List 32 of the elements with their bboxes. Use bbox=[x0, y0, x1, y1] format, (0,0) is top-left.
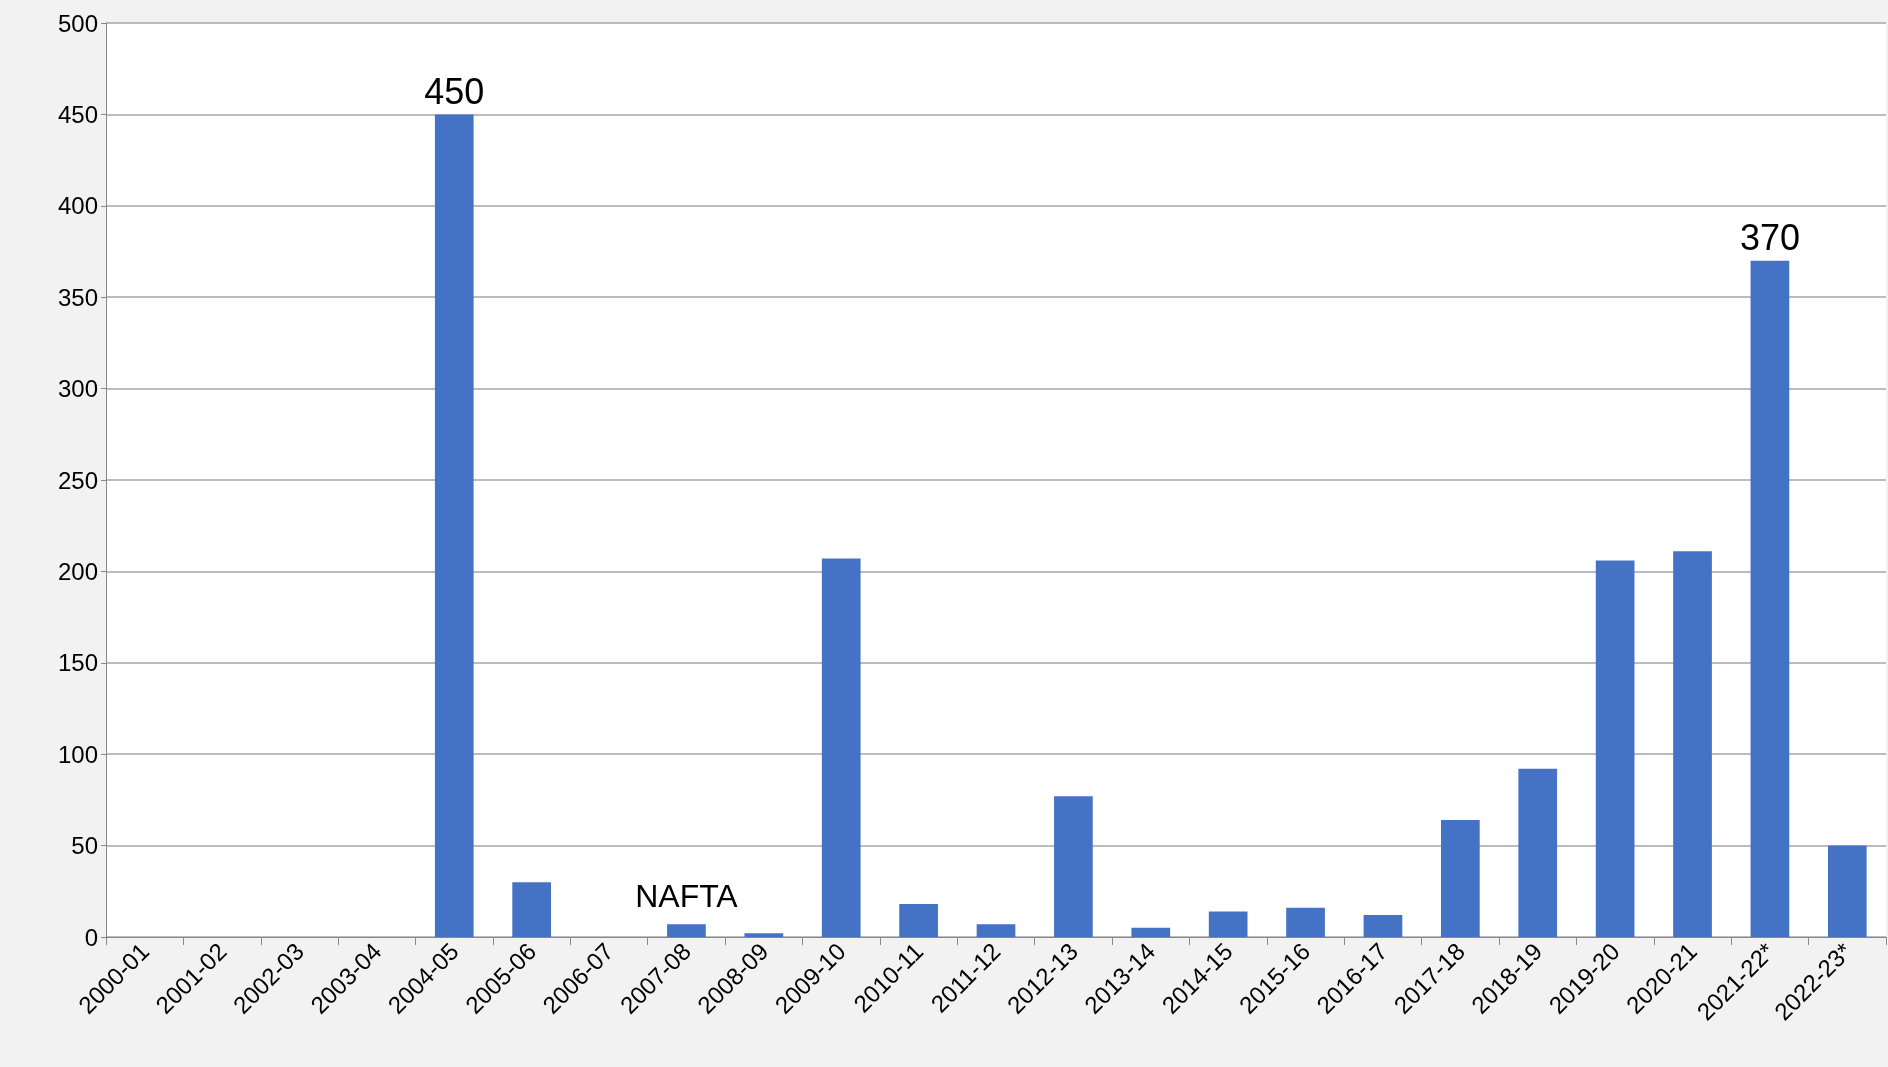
bar bbox=[512, 882, 551, 937]
y-tick-label: 300 bbox=[57, 375, 98, 403]
bar bbox=[1595, 560, 1635, 937]
annotation: NAFTA bbox=[635, 878, 739, 915]
bar bbox=[1673, 551, 1712, 937]
y-tick-label: 250 bbox=[57, 466, 98, 494]
bar bbox=[976, 924, 1016, 937]
y-tick-label: 150 bbox=[57, 649, 98, 677]
bar bbox=[1827, 845, 1867, 937]
data-label: 450 bbox=[424, 70, 485, 112]
bar bbox=[667, 924, 706, 937]
bar bbox=[1054, 796, 1093, 937]
bar bbox=[744, 933, 784, 937]
bar bbox=[899, 904, 938, 937]
bar bbox=[1750, 260, 1790, 937]
y-tick-label: 500 bbox=[57, 9, 98, 37]
bar bbox=[1441, 820, 1480, 937]
y-tick-label: 350 bbox=[57, 283, 98, 311]
bar bbox=[1363, 915, 1403, 937]
bar bbox=[1518, 768, 1558, 937]
y-tick-label: 50 bbox=[71, 832, 98, 860]
y-tick-label: 100 bbox=[57, 740, 98, 768]
y-tick-label: 200 bbox=[57, 557, 98, 585]
data-label: 370 bbox=[1739, 217, 1800, 259]
y-tick-label: 450 bbox=[57, 100, 98, 128]
bar bbox=[1208, 911, 1248, 937]
bar bbox=[434, 114, 474, 937]
bar bbox=[1131, 927, 1171, 937]
bar bbox=[821, 558, 861, 937]
y-tick-label: 0 bbox=[84, 923, 98, 951]
bar bbox=[1286, 907, 1325, 937]
y-tick-label: 400 bbox=[57, 192, 98, 220]
